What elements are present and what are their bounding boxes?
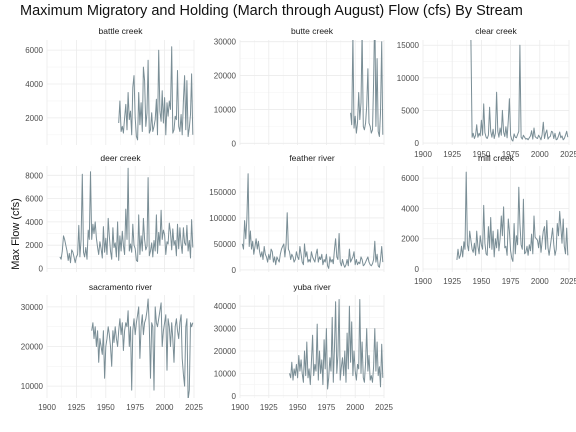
y-tick-label: 2000 [25, 114, 43, 123]
y-tick-label: 0 [415, 265, 420, 274]
strip-label-butte-creek: butte creek [291, 26, 334, 36]
x-tick-label: 1950 [289, 403, 307, 412]
x-tick-label: 2000 [531, 277, 549, 286]
y-tick-label: 2000 [401, 235, 419, 244]
series-line-sacramento-river [91, 298, 194, 398]
y-tick-label: 0 [232, 266, 237, 275]
series-line-battle-creek [118, 46, 194, 141]
strip-label-deer-creek: deer creek [100, 153, 141, 163]
x-tick-label: 1950 [473, 277, 491, 286]
y-tick-label: 6000 [25, 46, 43, 55]
y-tick-label: 150000 [209, 188, 236, 197]
y-tick-label: 6000 [401, 174, 419, 183]
y-tick-label: 20000 [214, 347, 237, 356]
panel-yuba-river: 0 10000 20000 30000 40000 1900 1925 1950 1975 200… [214, 282, 394, 412]
series-line-butte-creek [350, 40, 384, 137]
x-tick-label: 1900 [231, 403, 249, 412]
strip-label-sacramento-river: sacramento river [89, 282, 152, 292]
x-tick-label: 1925 [443, 277, 461, 286]
y-tick-label: 2000 [25, 241, 43, 250]
y-tick-label: 0 [39, 265, 44, 274]
y-tick-label: 0 [232, 392, 237, 401]
x-tick-label: 2025 [185, 403, 203, 412]
x-tick-label: 1925 [68, 403, 86, 412]
y-tick-label: 15000 [397, 41, 420, 50]
panel-butte-creek: 0 10000 20000 30000 butte creek [214, 26, 385, 148]
panel-mill-creek: 0 2000 4000 6000 1900 1925 1950 1975 2000 2025 mil… [401, 153, 576, 286]
panel-battle-creek: 2000 4000 6000 battle creek [25, 26, 195, 145]
panel-sacramento-river: 10000 20000 30000 1900 1925 1950 1975 2000 2025 s… [21, 282, 204, 412]
x-tick-label: 1975 [502, 150, 520, 159]
x-tick-label: 1975 [318, 403, 336, 412]
x-tick-label: 2025 [375, 403, 393, 412]
panel-clear-creek: 0 5000 10000 15000 1900 1925 1950 1975 2000 2025 c… [397, 26, 576, 159]
figure-title: Maximum Migratory and Holding (March thr… [20, 3, 523, 19]
x-tick-label: 1900 [414, 277, 432, 286]
y-tick-label: 10000 [214, 105, 237, 114]
x-tick-label: 1975 [126, 403, 144, 412]
y-tick-label: 40000 [214, 302, 237, 311]
x-tick-label: 2000 [156, 403, 174, 412]
y-tick-label: 20000 [214, 72, 237, 81]
panel-deer-creek: 0 2000 4000 6000 8000 deer creek [25, 153, 195, 274]
y-tick-label: 8000 [25, 171, 43, 180]
x-tick-label: 1925 [260, 403, 278, 412]
series-line-mill-creek [456, 171, 569, 262]
x-tick-label: 1925 [443, 150, 461, 159]
x-tick-label: 1900 [414, 150, 432, 159]
y-tick-label: 0 [232, 139, 237, 148]
y-tick-label: 30000 [214, 38, 237, 47]
series-line-clear-creek [470, 40, 569, 142]
y-tick-label: 50000 [214, 240, 237, 249]
y-tick-label: 0 [415, 139, 420, 148]
x-tick-label: 2025 [560, 150, 576, 159]
x-tick-label: 2025 [560, 277, 576, 286]
x-tick-label: 2000 [531, 150, 549, 159]
strip-label-mill-creek: mill creek [478, 153, 515, 163]
series-line-yuba-river [289, 299, 384, 390]
y-tick-label: 5000 [401, 106, 419, 115]
series-line-feather-river [241, 173, 384, 269]
x-tick-label: 1950 [97, 403, 115, 412]
y-tick-label: 4000 [25, 80, 43, 89]
y-tick-label: 30000 [214, 325, 237, 334]
x-tick-label: 1950 [473, 150, 491, 159]
x-tick-label: 1900 [38, 403, 56, 412]
x-tick-label: 2000 [346, 403, 364, 412]
y-tick-label: 100000 [209, 214, 236, 223]
y-tick-label: 30000 [21, 303, 44, 312]
y-tick-label: 10000 [214, 369, 237, 378]
y-tick-label: 10000 [397, 74, 420, 83]
panel-feather-river: 0 50000 100000 150000 feather river [209, 153, 385, 275]
series-line-deer-creek [59, 167, 194, 264]
y-tick-label: 4000 [401, 204, 419, 213]
strip-label-battle-creek: battle creek [99, 26, 144, 36]
strip-label-feather-river: feather river [289, 153, 335, 163]
y-tick-label: 4000 [25, 218, 43, 227]
x-tick-label: 1975 [502, 277, 520, 286]
y-tick-label: 20000 [21, 343, 44, 352]
y-tick-label: 6000 [25, 195, 43, 204]
strip-label-yuba-river: yuba river [293, 282, 330, 292]
strip-label-clear-creek: clear creek [475, 26, 517, 36]
y-tick-label: 10000 [21, 382, 44, 391]
